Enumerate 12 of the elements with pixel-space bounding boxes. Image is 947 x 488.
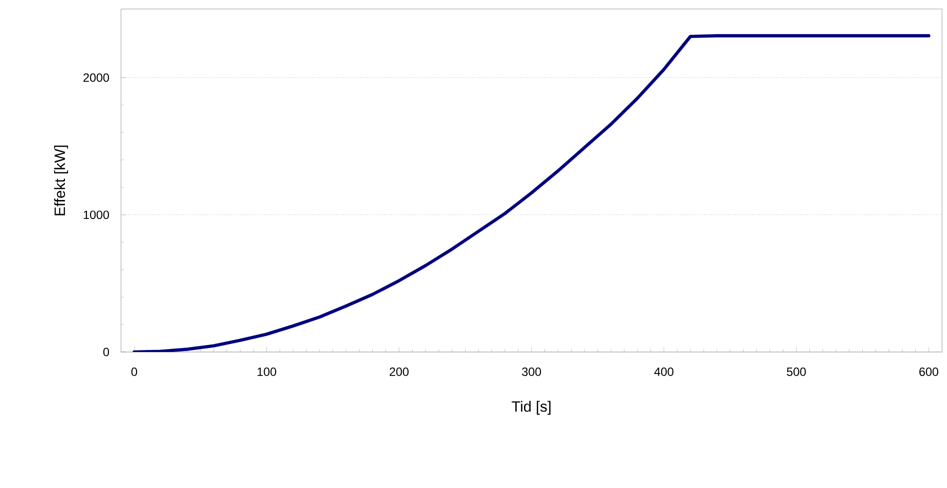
x-tick-label: 500	[786, 368, 806, 376]
x-axis-title: Tid [s]	[512, 400, 550, 415]
x-tick-label: 600	[919, 368, 938, 376]
x-tick-label: 0	[131, 368, 138, 376]
x-tick-label: 200	[390, 368, 409, 376]
x-tick-label: 100	[258, 368, 276, 376]
y-tick-label: 1000	[84, 210, 110, 220]
y-axis-title: Effekt [kW]	[54, 146, 68, 216]
y-tick-label: 2000	[83, 73, 110, 82]
x-tick-label: 300	[522, 368, 542, 376]
y-tick-label: 0	[103, 348, 110, 356]
x-tick-label: 400	[654, 368, 674, 376]
